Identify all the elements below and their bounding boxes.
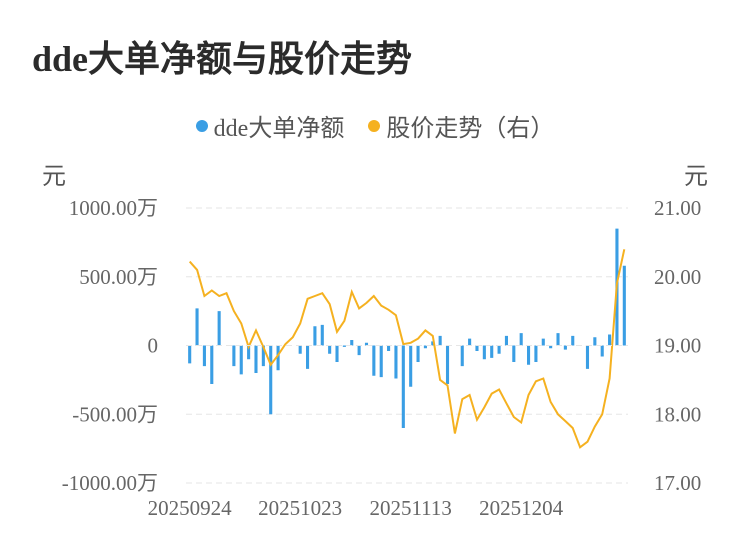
dde-bar bbox=[504, 335, 508, 346]
dde-bar bbox=[239, 345, 243, 375]
x-tick-label: 20251023 bbox=[258, 496, 342, 520]
dde-bar bbox=[527, 345, 531, 365]
dde-bar bbox=[423, 345, 427, 349]
dde-bar bbox=[298, 345, 302, 354]
dde-bar bbox=[622, 265, 626, 346]
dde-bar bbox=[188, 345, 192, 364]
dde-bar bbox=[534, 345, 538, 362]
dde-bar bbox=[571, 335, 575, 346]
dde-bar bbox=[409, 345, 413, 387]
dde-bar bbox=[202, 345, 206, 367]
x-tick-label: 20251204 bbox=[479, 496, 564, 520]
dde-bar bbox=[608, 334, 612, 346]
dde-bar bbox=[379, 345, 383, 378]
chart-title: dde大单净额与股价走势 bbox=[32, 39, 413, 79]
right-axis-ticks: 21.00 20.00 19.00 18.00 17.00 bbox=[654, 196, 701, 495]
dde-bar bbox=[335, 345, 339, 362]
dde-bar bbox=[468, 338, 472, 346]
dde-bar bbox=[261, 345, 265, 367]
x-axis-ticks: 20250924 20251023 20251113 20251204 bbox=[148, 496, 564, 520]
dde-bar bbox=[320, 324, 324, 346]
legend-item-price[interactable]: 股价走势（右） bbox=[368, 108, 554, 143]
grid-lines bbox=[186, 207, 628, 484]
legend-dot-dde bbox=[195, 119, 208, 132]
right-tick-label: 20.00 bbox=[654, 265, 701, 289]
legend-dot-price bbox=[368, 119, 381, 132]
dde-bar bbox=[217, 311, 221, 346]
dde-bar bbox=[342, 345, 346, 347]
legend-label-dde: dde大单净额 bbox=[213, 116, 345, 142]
left-tick-label: -1000.00万 bbox=[62, 471, 158, 495]
dde-bar bbox=[254, 345, 258, 373]
dde-bar bbox=[387, 345, 391, 351]
dde-bar bbox=[512, 345, 516, 362]
dde-bar bbox=[497, 345, 501, 354]
left-tick-label: 0 bbox=[148, 334, 159, 358]
dde-bar bbox=[445, 345, 450, 384]
right-tick-label: 17.00 bbox=[654, 471, 701, 495]
dde-bar bbox=[269, 345, 273, 415]
dde-bars bbox=[188, 228, 626, 428]
dde-bar bbox=[431, 341, 435, 346]
dde-bar bbox=[490, 345, 494, 358]
dde-bar bbox=[232, 345, 236, 367]
chart-legend: dde大单净额 股价走势（右） bbox=[0, 108, 750, 143]
dde-bar bbox=[401, 345, 405, 428]
right-tick-label: 18.00 bbox=[654, 402, 701, 426]
left-tick-label: -500.00万 bbox=[72, 402, 158, 426]
left-axis-ticks: 1000.00万 500.00万 0 -500.00万 -1000.00万 bbox=[62, 196, 158, 495]
left-tick-label: 1000.00万 bbox=[69, 196, 158, 220]
dde-bar bbox=[328, 345, 332, 354]
right-tick-label: 21.00 bbox=[654, 196, 701, 220]
dde-bar bbox=[593, 337, 597, 346]
legend-item-dde[interactable]: dde大单净额 bbox=[195, 108, 345, 143]
dde-bar bbox=[357, 345, 361, 356]
dde-bar bbox=[350, 340, 354, 346]
x-tick-label: 20251113 bbox=[369, 496, 451, 520]
dde-bar bbox=[394, 345, 398, 379]
left-tick-label: 500.00万 bbox=[79, 265, 158, 289]
dde-bar bbox=[475, 345, 479, 351]
dde-bar bbox=[416, 345, 420, 362]
dde-bar bbox=[210, 345, 214, 384]
dde-bar bbox=[585, 345, 590, 369]
dde-bar bbox=[438, 335, 442, 346]
dde-bar bbox=[195, 308, 199, 346]
dde-bar bbox=[372, 345, 376, 376]
dde-bar bbox=[563, 345, 567, 350]
right-tick-label: 19.00 bbox=[654, 334, 701, 358]
dde-bar bbox=[600, 345, 604, 357]
left-axis-unit: 元 bbox=[42, 164, 66, 190]
dde-bar bbox=[364, 342, 369, 346]
dde-bar bbox=[519, 333, 523, 346]
price-line bbox=[188, 249, 626, 449]
dde-bar bbox=[541, 338, 545, 346]
dde-bar bbox=[549, 345, 553, 349]
dde-bar bbox=[556, 333, 560, 346]
x-tick-label: 20250924 bbox=[148, 496, 233, 520]
dde-bar bbox=[313, 326, 317, 346]
dde-bar bbox=[276, 345, 280, 371]
legend-label-price: 股价走势（右） bbox=[386, 116, 555, 142]
dde-bar bbox=[460, 345, 464, 367]
dde-bar bbox=[247, 345, 251, 360]
dde-bar bbox=[482, 345, 486, 360]
dde-bar bbox=[306, 345, 310, 369]
right-axis-unit: 元 bbox=[684, 164, 708, 190]
